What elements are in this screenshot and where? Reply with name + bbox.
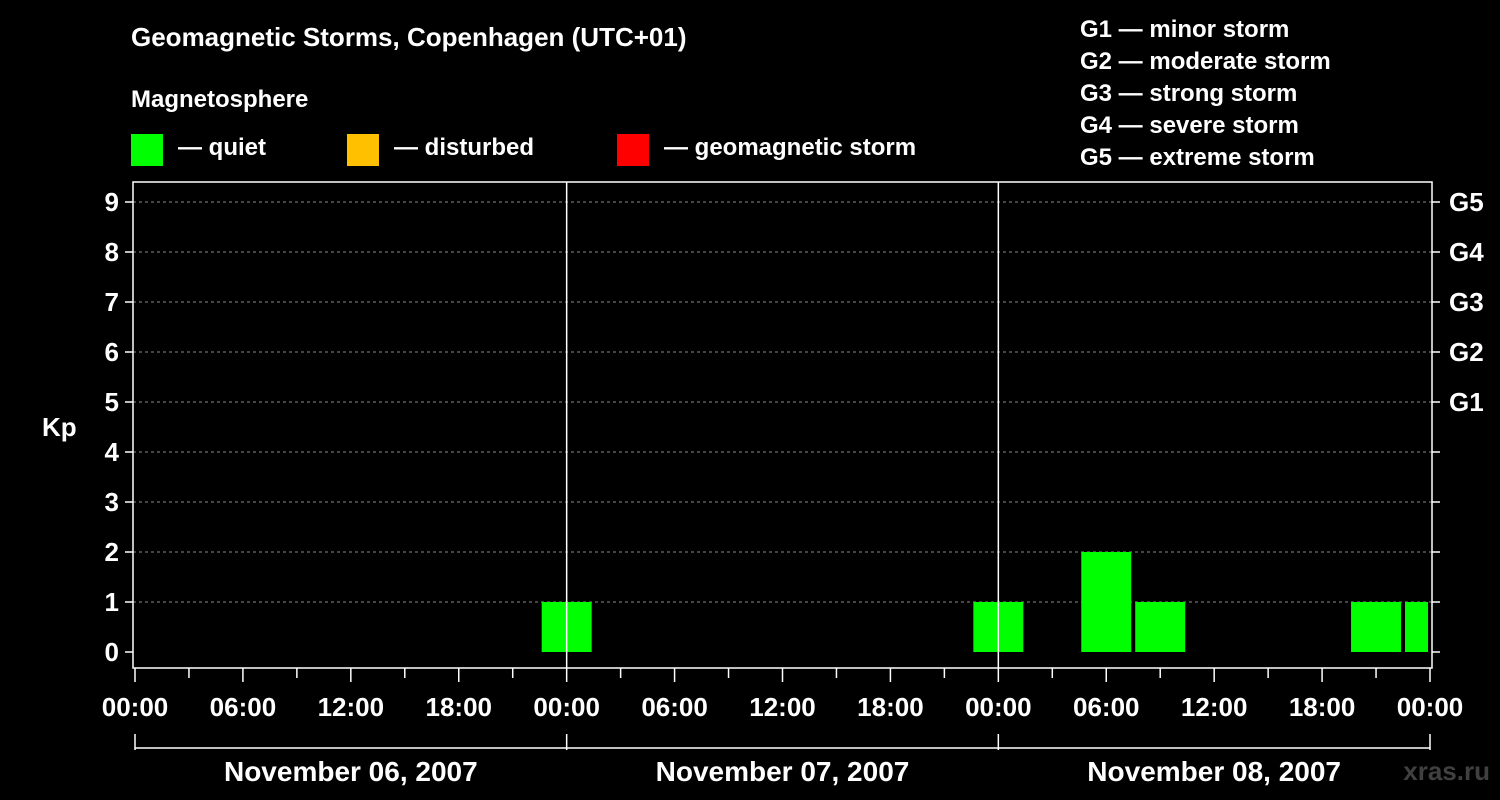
bars: [541, 552, 1428, 652]
bar-4: [1351, 602, 1402, 652]
y-tick-label-2: 2: [105, 537, 119, 567]
x-tick-label-5: 06:00: [641, 692, 708, 722]
storm-scale-g3: G3 — strong storm: [1080, 80, 1298, 107]
g-tick-label-g3: G3: [1449, 287, 1484, 317]
storm-scale-g1: G1 — minor storm: [1080, 16, 1290, 43]
legend-swatch-disturbed: [347, 134, 379, 166]
y-tick-label-3: 3: [105, 487, 119, 517]
legend-label-disturbed: — disturbed: [394, 134, 535, 161]
y-tick-label-1: 1: [105, 587, 119, 617]
day-label-1: November 07, 2007: [656, 756, 910, 787]
x-tick-label-1: 06:00: [210, 692, 277, 722]
x-tick-label-11: 18:00: [1289, 692, 1356, 722]
y-tick-label-8: 8: [105, 237, 119, 267]
legend-label-quiet: — quiet: [178, 134, 266, 161]
x-tick-label-10: 12:00: [1181, 692, 1248, 722]
x-tick-label-9: 06:00: [1073, 692, 1140, 722]
storm-scale-g4: G4 — severe storm: [1080, 112, 1299, 139]
x-tick-label-3: 18:00: [426, 692, 493, 722]
legend-swatch-storm: [617, 134, 649, 166]
y-tick-label-4: 4: [105, 437, 120, 467]
x-tick-label-0: 00:00: [102, 692, 169, 722]
g-tick-label-g4: G4: [1449, 237, 1484, 267]
bar-2: [1081, 552, 1132, 652]
watermark: xras.ru: [1403, 756, 1490, 786]
legend-swatch-quiet: [131, 134, 163, 166]
storm-scale-g2: G2 — moderate storm: [1080, 48, 1331, 75]
bar-5: [1405, 602, 1428, 652]
plot-frame: [125, 181, 1440, 750]
x-tick-label-6: 12:00: [749, 692, 816, 722]
day-label-0: November 06, 2007: [224, 756, 478, 787]
plot-border: [132, 181, 1433, 669]
y-tick-label-7: 7: [105, 287, 119, 317]
x-tick-label-8: 00:00: [965, 692, 1032, 722]
legend-label-storm: — geomagnetic storm: [664, 134, 917, 161]
g-tick-label-g1: G1: [1449, 387, 1484, 417]
grid-lines: [133, 201, 1432, 603]
x-tick-label-2: 12:00: [318, 692, 385, 722]
bar-3: [1135, 602, 1186, 652]
y-tick-label-6: 6: [105, 337, 119, 367]
g-tick-label-g2: G2: [1449, 337, 1484, 367]
y-tick-label-0: 0: [105, 637, 119, 667]
x-tick-label-4: 00:00: [533, 692, 600, 722]
x-tick-label-7: 18:00: [857, 692, 924, 722]
legend-heading: Magnetosphere: [131, 86, 309, 113]
day-label-2: November 08, 2007: [1087, 756, 1341, 787]
y-tick-label-5: 5: [105, 387, 119, 417]
y-axis-label: Kp: [42, 412, 77, 442]
axis-labels: 0 1 2 3 4 5 6 7 8 9 G1 G2 G3 G4 G5 00:00 06:00 12:00 18:00…: [102, 187, 1484, 787]
storm-scale-g5: G5 — extreme storm: [1080, 144, 1315, 171]
g-tick-label-g5: G5: [1449, 187, 1484, 217]
chart-title: Geomagnetic Storms, Copenhagen (UTC+01): [131, 22, 687, 52]
y-tick-label-9: 9: [105, 187, 119, 217]
x-tick-label-12: 00:00: [1397, 692, 1464, 722]
